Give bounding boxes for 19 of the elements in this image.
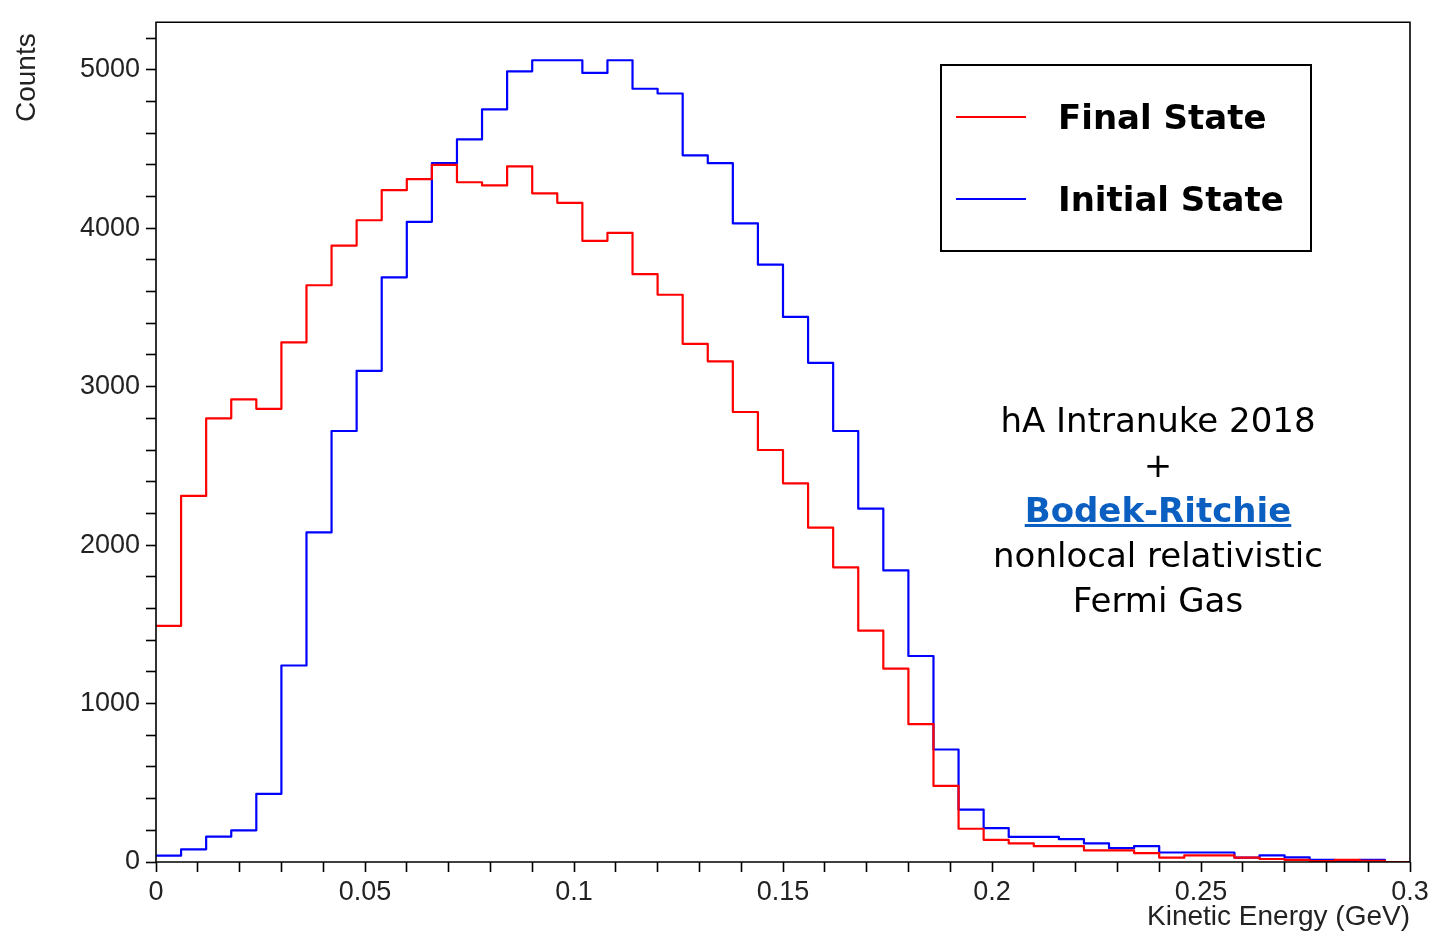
x-tick-label: 0.05 <box>338 875 392 906</box>
legend-label: Final State <box>1058 97 1267 137</box>
x-tick-label: 0.2 <box>973 875 1011 906</box>
y-tick-label: 1000 <box>79 687 140 717</box>
annotation: nonlocal relativistic <box>992 534 1324 577</box>
annotation: hA Intranuke 2018 <box>999 399 1317 442</box>
legend-label: Initial State <box>1058 179 1284 219</box>
y-tick-label: 3000 <box>79 370 140 401</box>
annotation: + <box>1142 444 1174 487</box>
y-tick-label: 0 <box>124 845 140 876</box>
annotation: Fermi Gas <box>1071 579 1245 622</box>
x-tick-label: 0 <box>148 875 164 906</box>
y-tick-label: 2000 <box>79 528 140 559</box>
x-tick-label: 0.1 <box>555 875 593 906</box>
annotation: Bodek-Ritchie <box>1023 489 1293 532</box>
y-tick-label: 5000 <box>79 53 140 84</box>
y-axis-title: Counts <box>10 32 42 122</box>
y-tick-label: 4000 <box>79 211 140 242</box>
x-tick-label: 0.15 <box>756 875 810 906</box>
